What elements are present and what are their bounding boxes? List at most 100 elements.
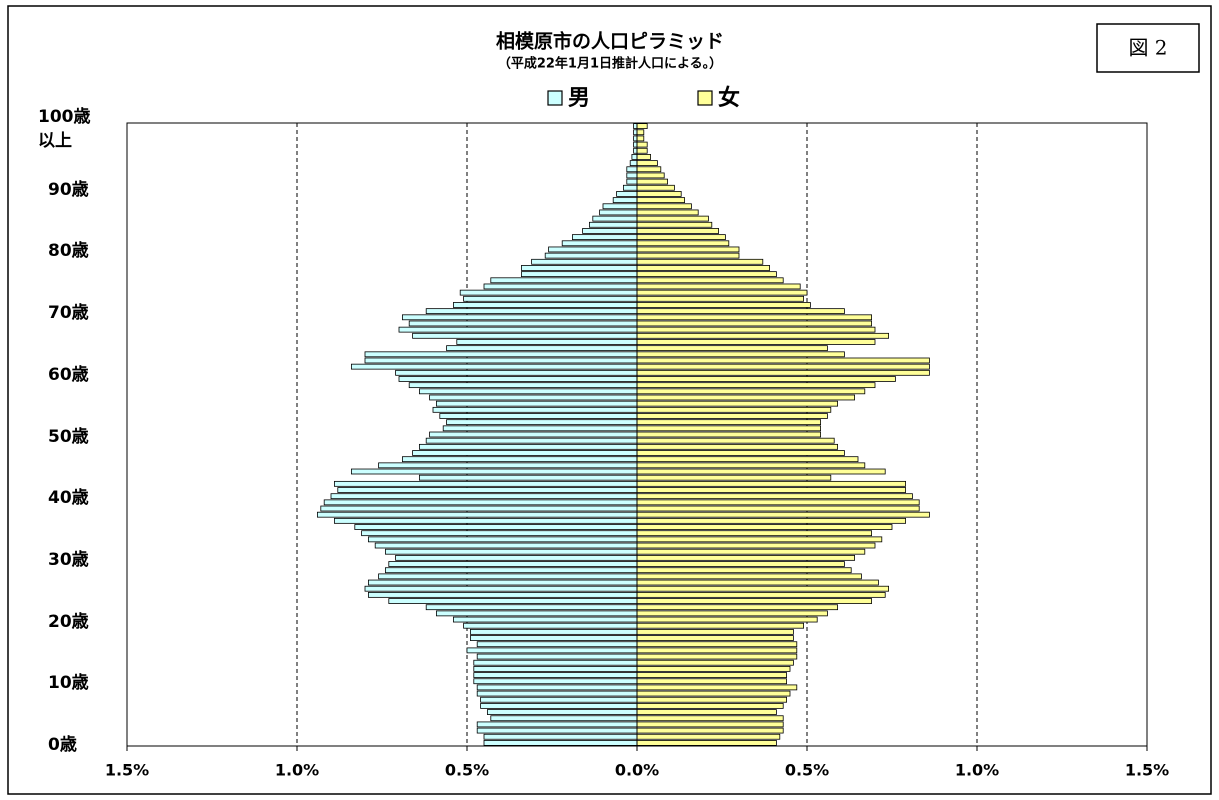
bar: [401, 456, 638, 463]
bar: [425, 437, 638, 444]
bar: [636, 129, 645, 136]
y-tick-label: 70歳: [48, 303, 89, 324]
bar: [636, 376, 896, 382]
bar: [636, 468, 886, 475]
bar: [446, 345, 638, 352]
bar: [636, 629, 794, 635]
bar: [435, 400, 638, 407]
bar: [636, 166, 662, 173]
bar: [636, 228, 719, 234]
figure-label: 図 2: [1128, 36, 1167, 60]
bar: [636, 431, 822, 438]
bar: [636, 517, 907, 524]
legend-label: 男: [568, 86, 590, 111]
bar: [636, 554, 856, 561]
bar: [572, 234, 638, 240]
bar: [636, 456, 859, 463]
bar: [626, 178, 638, 185]
bar: [636, 610, 828, 617]
bar: [636, 160, 658, 166]
bar: [612, 197, 638, 203]
x-tick-label: 1.5%: [1125, 761, 1169, 780]
bar: [636, 696, 788, 703]
bar: [636, 413, 828, 419]
bar: [463, 295, 638, 302]
bar: [388, 561, 638, 567]
bar: [333, 517, 638, 524]
bar: [439, 413, 638, 419]
bar: [636, 715, 784, 722]
chart-title: 相模原市の人口ピラミッド: [496, 30, 724, 53]
bar: [636, 326, 876, 333]
bar: [626, 172, 638, 179]
bar: [463, 622, 638, 629]
bar: [636, 172, 665, 179]
bar: [636, 647, 798, 654]
x-tick-label: 1.0%: [955, 761, 999, 780]
bar: [395, 554, 638, 561]
bar: [425, 308, 638, 315]
bar: [490, 715, 638, 722]
y-tick-label: 80歳: [48, 241, 89, 262]
bar: [384, 567, 638, 574]
bar: [561, 240, 638, 247]
bar: [636, 258, 764, 265]
x-tick-label: 0.0%: [615, 761, 659, 780]
bar: [636, 369, 930, 376]
bar: [636, 135, 645, 142]
bar: [548, 246, 638, 253]
bar: [636, 462, 866, 469]
bar: [473, 672, 638, 678]
bar: [633, 135, 638, 142]
bar: [636, 419, 822, 426]
bar: [636, 178, 669, 185]
bar: [636, 295, 805, 302]
bar: [476, 684, 638, 691]
bar: [636, 240, 730, 247]
x-tick-label: 0.5%: [785, 761, 829, 780]
bar: [418, 474, 638, 481]
y-tick-label: 40歳: [48, 488, 89, 509]
bar: [378, 573, 638, 580]
bar: [636, 690, 791, 697]
bar: [483, 733, 638, 740]
chart-subtitle: （平成22年1月1日推計人口による。）: [498, 56, 722, 72]
bar: [364, 585, 638, 592]
bar: [636, 709, 777, 715]
bar: [636, 302, 811, 308]
bar: [483, 283, 638, 290]
bar: [323, 499, 638, 506]
bar: [636, 443, 839, 450]
bar: [408, 320, 638, 327]
bar: [480, 696, 638, 703]
bar: [636, 672, 788, 678]
bar: [636, 277, 784, 284]
bar: [636, 351, 845, 358]
bar: [636, 505, 920, 512]
bar: [320, 505, 638, 512]
bar: [636, 573, 862, 580]
bar: [367, 536, 638, 543]
bar: [636, 604, 839, 611]
bar: [636, 579, 879, 586]
bar: [636, 184, 675, 191]
bar: [636, 524, 893, 530]
bar: [636, 271, 777, 278]
bar: [636, 585, 890, 592]
bar: [354, 524, 638, 530]
bar: [636, 363, 930, 370]
bar: [636, 406, 832, 413]
bar: [636, 450, 845, 456]
bar: [544, 252, 638, 259]
bar: [636, 659, 794, 666]
bar: [401, 314, 638, 321]
bar: [636, 666, 791, 672]
bar: [636, 616, 818, 623]
bar: [330, 493, 638, 500]
bar: [398, 326, 638, 333]
bar: [636, 394, 856, 401]
bar: [633, 123, 638, 129]
bar: [388, 598, 638, 604]
bar: [446, 419, 638, 426]
